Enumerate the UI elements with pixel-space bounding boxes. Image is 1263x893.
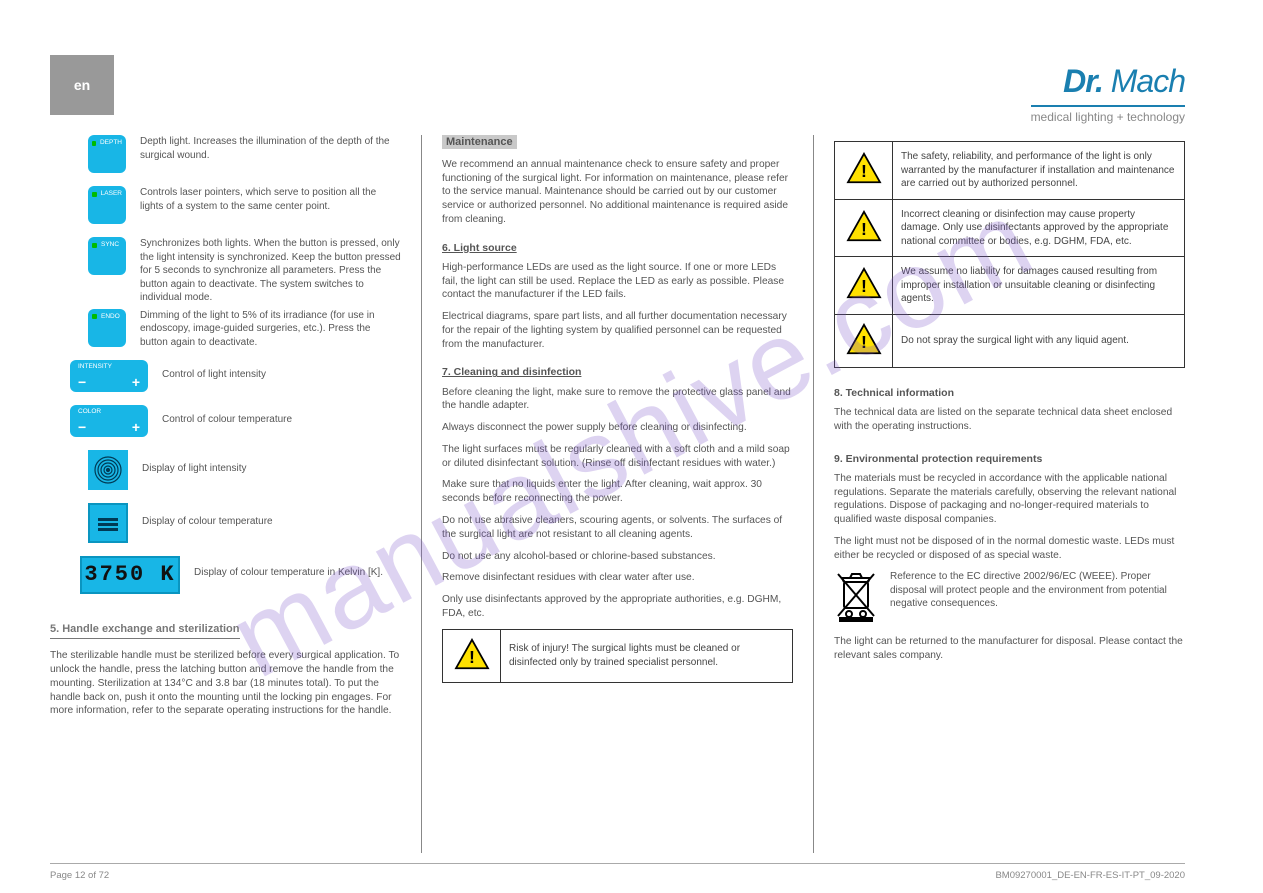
section-6-body2: Electrical diagrams, spare part lists, a… — [442, 310, 793, 351]
column-middle: Maintenance We recommend an annual maint… — [421, 135, 814, 853]
weee-icon — [834, 570, 878, 627]
brand-logo: Dr. Mach medical lighting + technology — [1031, 60, 1185, 125]
svg-text:!: ! — [861, 331, 867, 351]
clean-b1: Always disconnect the power supply befor… — [442, 421, 793, 435]
weee-note: Reference to the EC directive 2002/96/EC… — [890, 570, 1185, 611]
svg-text:!: ! — [861, 161, 867, 181]
clean-b4: Do not use abrasive cleaners, scouring a… — [442, 514, 793, 542]
depth-button-icon: DEPTH — [88, 135, 126, 173]
warning-icon: ! — [835, 142, 893, 200]
intensity-button-icon: INTENSITY −+ — [70, 360, 148, 392]
column-left: DEPTH Depth light. Increases the illumin… — [50, 135, 421, 853]
clean-b3: Make sure that no liquids enter the ligh… — [442, 478, 793, 506]
env-body2: The light must not be disposed of in the… — [834, 535, 1185, 563]
warning-table-mid: ! Risk of injury! The surgical lights mu… — [442, 629, 793, 684]
endo-desc: Dimming of the light to 5% of its irradi… — [126, 309, 401, 350]
warning-mid-text: Risk of injury! The surgical lights must… — [501, 629, 793, 683]
warn-r4: Do not spray the surgical light with any… — [893, 314, 1185, 368]
sync-button-icon: SYNC — [88, 237, 126, 275]
footer-page: Page 12 of 72 — [50, 870, 109, 883]
svg-text:!: ! — [469, 646, 475, 666]
clean-b6: Remove disinfectant residues with clear … — [442, 571, 793, 585]
depth-desc: Depth light. Increases the illumination … — [126, 135, 401, 162]
section-6-heading: 6. Light source — [442, 241, 793, 255]
warning-icon: ! — [835, 257, 893, 315]
clean-intro: Before cleaning the light, make sure to … — [442, 386, 793, 414]
laser-button-icon: LASER — [88, 186, 126, 224]
section-5-heading: 5. Handle exchange and sterilization — [50, 622, 240, 640]
section-7-heading: 7. Cleaning and disinfection — [442, 365, 793, 379]
clean-b5: Do not use any alcohol-based or chlorine… — [442, 550, 793, 564]
warn-r3: We assume no liability for damages cause… — [893, 257, 1185, 315]
section-6-body1: High-performance LEDs are used as the li… — [442, 261, 793, 302]
kelvin-lcd: 3750 K — [80, 556, 180, 594]
svg-text:!: ! — [861, 276, 867, 296]
warn-r2: Incorrect cleaning or disinfection may c… — [893, 199, 1185, 257]
warn-r1: The safety, reliability, and performance… — [893, 142, 1185, 200]
column-right: ! The safety, reliability, and performan… — [814, 135, 1185, 853]
intensity-desc: Control of light intensity — [148, 360, 401, 382]
laser-desc: Controls laser pointers, which serve to … — [126, 186, 401, 213]
section-5-body: The sterilizable handle must be steriliz… — [50, 649, 401, 718]
clean-b7: Only use disinfectants approved by the a… — [442, 593, 793, 621]
clean-b2: The light surfaces must be regularly cle… — [442, 443, 793, 471]
sync-desc: Synchronizes both lights. When the butto… — [126, 237, 401, 305]
page-footer: Page 12 of 72 BM09270001_DE-EN-FR-ES-IT-… — [50, 863, 1185, 883]
warning-icon: ! — [443, 629, 501, 683]
warning-icon: ! — [835, 199, 893, 257]
color-button-icon: COLOR −+ — [70, 405, 148, 437]
color-display-icon — [88, 503, 128, 543]
page-language-mark: en — [50, 55, 114, 115]
intensity-display-icon — [88, 450, 128, 490]
env-body1: The materials must be recycled in accord… — [834, 472, 1185, 527]
section-8-body: The technical data are listed on the sep… — [834, 406, 1185, 434]
env-body3: The light can be returned to the manufac… — [834, 635, 1185, 663]
svg-text:!: ! — [861, 218, 867, 238]
color-display-desc: Display of colour temperature — [128, 503, 401, 529]
maintenance-heading: Maintenance — [442, 135, 517, 149]
kelvin-desc: Display of colour temperature in Kelvin … — [180, 556, 401, 580]
warning-table-right: ! The safety, reliability, and performan… — [834, 141, 1185, 368]
footer-docid: BM09270001_DE-EN-FR-ES-IT-PT_09-2020 — [995, 870, 1185, 883]
section-8-heading: 8. Technical information — [834, 386, 1185, 400]
color-desc: Control of colour temperature — [148, 405, 401, 427]
section-9-heading: 9. Environmental protection requirements — [834, 452, 1185, 466]
intensity-display-desc: Display of light intensity — [128, 450, 401, 476]
endo-button-icon: ENDO — [88, 309, 126, 347]
maintenance-body: We recommend an annual maintenance check… — [442, 158, 793, 227]
warning-icon: ! — [835, 314, 893, 368]
